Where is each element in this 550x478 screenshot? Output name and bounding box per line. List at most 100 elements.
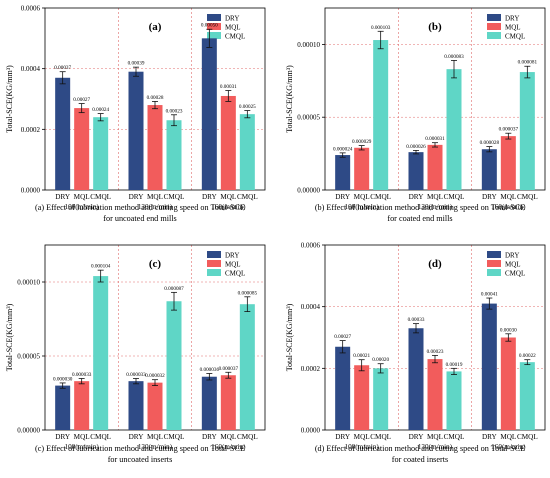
y-axis-label: Total-SCE(KG/mm³) <box>285 65 294 133</box>
group-label: 100(m/min) <box>344 443 379 451</box>
group-label: 160(m/min) <box>491 443 526 451</box>
y-tick-label: 0.00010 <box>17 279 40 287</box>
data-label: 0.000029 <box>352 139 372 145</box>
legend-swatch-mql <box>207 23 221 30</box>
x-tick-label: MQL <box>220 433 236 441</box>
caption-line-1: (a) Effect of lubrication method and cut… <box>35 203 245 212</box>
bar-mql <box>220 95 236 190</box>
bar-cmql <box>166 301 182 430</box>
group-label: 100(m/min) <box>344 203 379 211</box>
bar-dry <box>408 152 424 190</box>
bar-dry <box>128 381 144 430</box>
bar-cmql <box>239 114 255 190</box>
panel-label: (c) <box>149 258 162 270</box>
legend-swatch-cmql <box>207 269 221 276</box>
y-tick-label: 0.00010 <box>297 41 320 49</box>
bar-cmql <box>239 304 255 430</box>
y-axis-label: Total-SCE(KG/mm³) <box>285 303 294 371</box>
data-label: 0.00027 <box>334 334 351 340</box>
x-tick-label: CMQL <box>370 193 391 201</box>
x-tick-label: DRY <box>482 193 498 201</box>
data-label: 0.00050 <box>201 23 218 29</box>
legend-label-cmql: CMQL <box>225 270 245 278</box>
caption-line-2: for uncoated inserts <box>108 455 173 464</box>
x-tick-label: MQL <box>147 193 163 201</box>
legend-label-mql: MQL <box>505 261 521 269</box>
x-tick-label: MQL <box>500 193 516 201</box>
data-label: 0.00024 <box>92 107 109 113</box>
y-tick-label: 0.0006 <box>301 242 321 250</box>
x-tick-label: MQL <box>74 433 90 441</box>
panel-label: (d) <box>428 258 442 270</box>
data-label: 0.00039 <box>128 61 145 67</box>
data-label: 0.00031 <box>220 84 237 90</box>
bar-cmql <box>446 69 462 190</box>
legend-label-cmql: CMQL <box>505 33 525 41</box>
chart-panel-4: 0.0000 0.0002 0.0004 0.0006 Total-SCE(KG/mm³… <box>285 242 546 464</box>
x-tick-label: CMQL <box>90 433 111 441</box>
bar-mql <box>427 359 443 430</box>
group-label: 130(m/min) <box>138 443 173 451</box>
x-tick-label: DRY <box>202 193 218 201</box>
bar-dry <box>55 77 71 190</box>
x-tick-label: MQL <box>500 433 516 441</box>
y-axis-label: Total-SCE(KG/mm³) <box>5 303 14 371</box>
x-tick-label: CMQL <box>444 433 465 441</box>
data-label: 0.000087 <box>164 286 184 292</box>
x-tick-label: MQL <box>427 193 443 201</box>
caption-line-1: (b) Effect of lubrication method and cut… <box>315 203 525 212</box>
bar-cmql <box>373 40 389 191</box>
data-label: 0.00025 <box>239 104 256 110</box>
panel-label: (b) <box>428 21 442 33</box>
bar-mql <box>147 382 163 430</box>
data-label: 0.000033 <box>126 372 146 378</box>
data-label: 0.000085 <box>238 290 258 296</box>
y-tick-label: 0.0006 <box>21 5 41 13</box>
y-axis-label: Total-SCE(KG/mm³) <box>5 65 14 133</box>
bar-cmql <box>93 117 109 190</box>
bar-dry <box>201 376 217 430</box>
bar-mql <box>500 337 516 430</box>
legend-swatch-dry <box>207 14 221 21</box>
y-tick-label: 0.0004 <box>21 65 41 73</box>
data-label: 0.00023 <box>427 349 444 355</box>
data-label: 0.00022 <box>519 353 536 359</box>
data-label: 0.000081 <box>518 60 538 66</box>
bar-mql <box>74 108 90 190</box>
data-label: 0.00020 <box>372 357 389 363</box>
x-tick-label: DRY <box>335 193 351 201</box>
legend-swatch-dry <box>207 251 221 258</box>
x-tick-label: DRY <box>55 433 71 441</box>
legend-label-cmql: CMQL <box>505 270 525 278</box>
legend-swatch-cmql <box>207 32 221 39</box>
caption-line-2: for uncoated end mills <box>103 214 176 223</box>
caption-line-2: for coated inserts <box>392 455 448 464</box>
x-tick-label: CMQL <box>517 193 538 201</box>
y-tick-label: 0.00000 <box>17 427 40 435</box>
legend-label-mql: MQL <box>225 261 241 269</box>
x-tick-label: CMQL <box>237 433 258 441</box>
x-tick-label: DRY <box>129 193 145 201</box>
legend-swatch-dry <box>487 14 501 21</box>
data-label: 0.000028 <box>480 140 500 146</box>
x-tick-label: CMQL <box>444 193 465 201</box>
x-tick-label: CMQL <box>164 193 185 201</box>
chart-panel-1: 0.0000 0.0002 0.0004 0.0006 Total-SCE(KG/mm³… <box>5 5 266 223</box>
x-tick-label: MQL <box>220 193 236 201</box>
bar-mql <box>147 105 163 190</box>
data-label: 0.00030 <box>500 327 517 333</box>
y-tick-label: 0.00000 <box>297 187 320 195</box>
data-label: 0.00037 <box>54 65 71 71</box>
panel-label: (a) <box>149 21 162 33</box>
group-label: 160(m/min) <box>491 203 526 211</box>
bar-mql <box>220 375 236 430</box>
bar-mql <box>354 147 370 190</box>
bar-dry <box>335 155 351 190</box>
data-label: 0.00027 <box>73 97 90 103</box>
data-label: 0.00033 <box>408 317 425 323</box>
y-tick-label: 0.00005 <box>17 353 40 361</box>
bar-dry <box>481 303 497 430</box>
x-tick-label: DRY <box>202 433 218 441</box>
data-label: 0.000037 <box>499 127 519 133</box>
